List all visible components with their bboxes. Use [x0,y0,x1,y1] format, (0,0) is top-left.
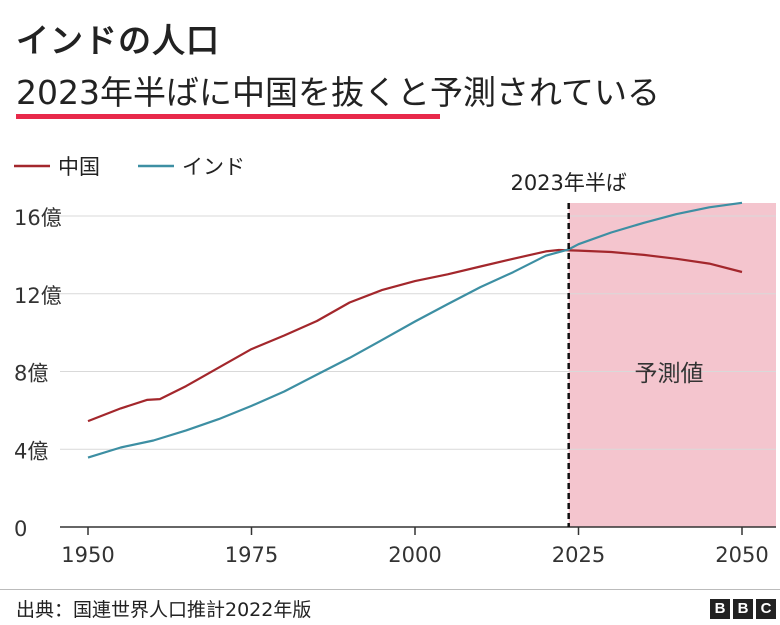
bbc-logo: B B C [710,599,776,619]
forecast-region [568,203,776,527]
x-tick-label: 2050 [715,543,768,567]
y-tick-label: 16億 [14,206,62,230]
y-tick-label: 0 [14,517,27,541]
bbc-logo-letter: B [733,599,753,619]
series-line-india [87,201,743,459]
forecast-label: 予測値 [635,361,704,387]
y-tick-label: 8億 [14,362,48,386]
x-tick-label: 1950 [61,543,114,567]
bbc-logo-letter: C [756,599,776,619]
footer-divider [0,589,780,590]
marker-label: 2023年半ば [510,171,626,195]
legend-label: 中国 [58,155,100,179]
source-note: 出典：国連世界人口推計2022年版 [16,599,312,621]
line-chart: 0 4億 8億 12億 16億 1950 1975 2000 2025 2050 2023年半ば予測… [14,155,776,567]
chart-title: インドの人口 [16,21,220,60]
legend-label: インド [182,155,245,179]
series-line-china [87,248,743,423]
y-tick-label: 12億 [14,284,62,308]
y-tick-label: 4億 [14,439,48,463]
bbc-logo-letter: B [710,599,730,619]
x-tick-label: 2000 [388,543,441,567]
x-tick-label: 1975 [225,543,278,567]
subtitle-underline [16,114,440,119]
x-tick-label: 2025 [552,543,605,567]
chart-subtitle: 2023年半ばに中国を抜くと予測されている [16,73,660,112]
